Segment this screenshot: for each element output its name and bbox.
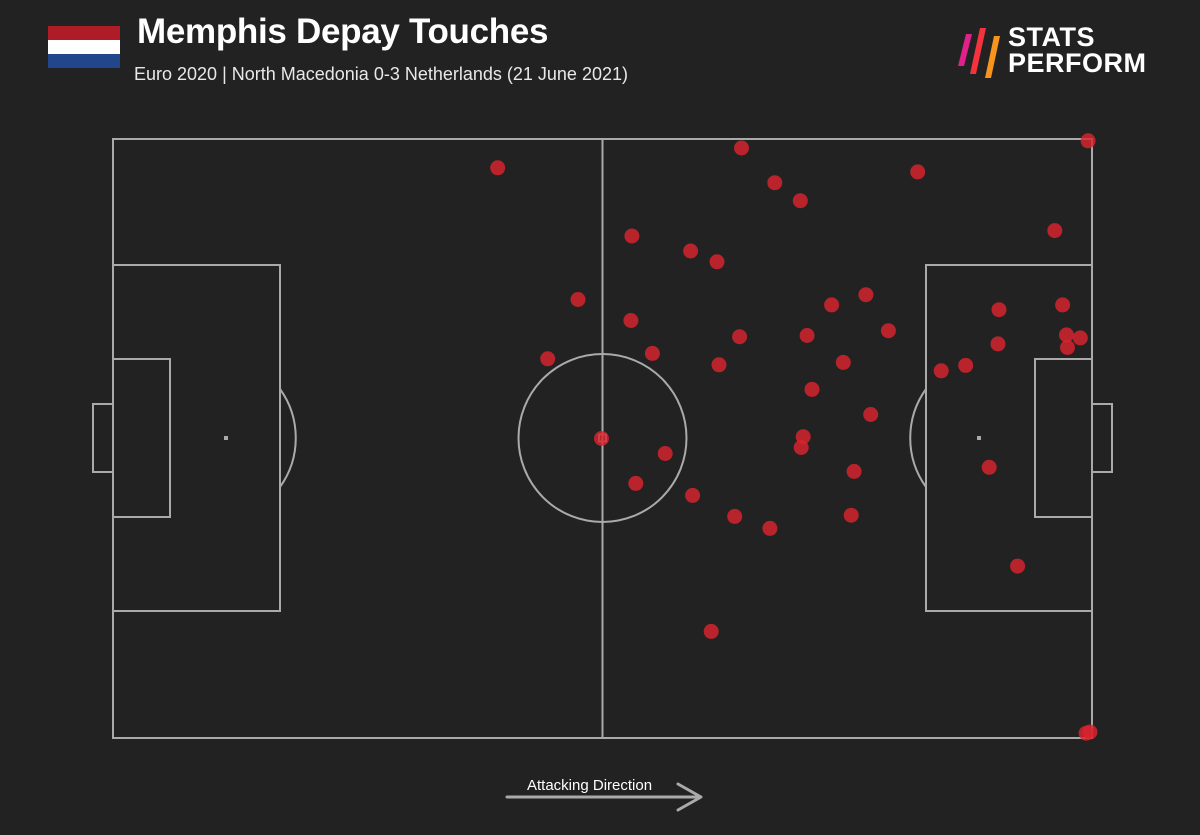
touch-point bbox=[734, 140, 749, 156]
right-penalty-spot bbox=[977, 436, 981, 440]
touch-point bbox=[792, 193, 808, 209]
touch-point bbox=[490, 160, 506, 176]
touch-point bbox=[1055, 297, 1071, 313]
logo-slash-2 bbox=[970, 28, 986, 74]
touch-point bbox=[1072, 330, 1088, 346]
logo-line-stats: STATS bbox=[1008, 22, 1095, 52]
touch-point bbox=[1047, 223, 1063, 239]
touch-point bbox=[657, 446, 673, 461]
left-six-yard-box bbox=[112, 358, 171, 518]
touch-point bbox=[624, 228, 640, 244]
touch-point bbox=[628, 475, 644, 491]
touch-point bbox=[858, 287, 874, 303]
touch-point bbox=[846, 463, 862, 479]
touch-point bbox=[709, 254, 725, 270]
logo-wordmark: STATS PERFORM bbox=[1008, 22, 1147, 78]
touch-point bbox=[685, 487, 701, 503]
touch-point bbox=[880, 323, 896, 339]
touch-point bbox=[1080, 133, 1096, 149]
touch-point bbox=[991, 302, 1007, 318]
touch-point bbox=[910, 164, 926, 180]
touch-point bbox=[727, 508, 743, 524]
touch-point bbox=[644, 345, 660, 361]
touch-point bbox=[1010, 558, 1026, 574]
centre-circle bbox=[517, 353, 688, 523]
flag-stripe-white bbox=[48, 40, 120, 54]
left-penalty-area bbox=[112, 264, 281, 612]
touch-point bbox=[824, 297, 840, 313]
attacking-direction-label: Attacking Direction bbox=[527, 777, 653, 794]
touch-point bbox=[703, 623, 719, 639]
touch-point bbox=[1059, 327, 1074, 343]
touch-point bbox=[958, 357, 974, 373]
touch-point bbox=[762, 520, 778, 536]
right-penalty-arc bbox=[909, 388, 927, 488]
touch-point bbox=[570, 292, 586, 307]
touch-point bbox=[933, 363, 949, 379]
touch-point bbox=[594, 431, 609, 446]
left-penalty-arc bbox=[279, 388, 297, 488]
chart-title: Memphis Depay Touches bbox=[137, 12, 549, 51]
logo-slash-3 bbox=[985, 36, 1000, 78]
touch-point bbox=[863, 407, 879, 422]
touch-point bbox=[990, 336, 1006, 352]
touch-point bbox=[767, 175, 783, 191]
touch-point bbox=[711, 357, 727, 373]
touch-point bbox=[799, 328, 815, 343]
touch-point bbox=[843, 507, 859, 523]
touch-point bbox=[981, 459, 997, 475]
touch-points bbox=[490, 133, 1098, 741]
touch-point bbox=[683, 243, 699, 259]
right-penalty-area bbox=[925, 264, 1093, 612]
touch-point bbox=[835, 354, 851, 370]
logo-line-perform: PERFORM bbox=[1008, 48, 1147, 78]
touch-point bbox=[1060, 340, 1075, 355]
left-goal bbox=[92, 403, 114, 473]
flag-stripe-blue bbox=[48, 54, 120, 68]
touch-point bbox=[1082, 724, 1098, 740]
touch-point bbox=[623, 313, 639, 328]
chart-subtitle: Euro 2020 | North Macedonia 0-3 Netherla… bbox=[134, 64, 628, 84]
arrow-head bbox=[676, 782, 703, 812]
right-six-yard-box bbox=[1034, 358, 1093, 518]
attacking-direction-arrow-icon bbox=[505, 782, 703, 812]
right-goal bbox=[1091, 403, 1113, 473]
touch-point bbox=[804, 381, 820, 397]
touch-point bbox=[732, 329, 748, 345]
flag-stripe-red bbox=[48, 26, 120, 40]
left-penalty-spot bbox=[224, 436, 228, 440]
stats-perform-logo: STATS PERFORM bbox=[958, 24, 1158, 84]
touch-point bbox=[540, 351, 556, 367]
logo-slash-1 bbox=[958, 34, 972, 66]
stats-perform-mark-icon bbox=[958, 28, 1000, 78]
netherlands-flag bbox=[48, 26, 120, 68]
touch-point bbox=[793, 440, 809, 455]
